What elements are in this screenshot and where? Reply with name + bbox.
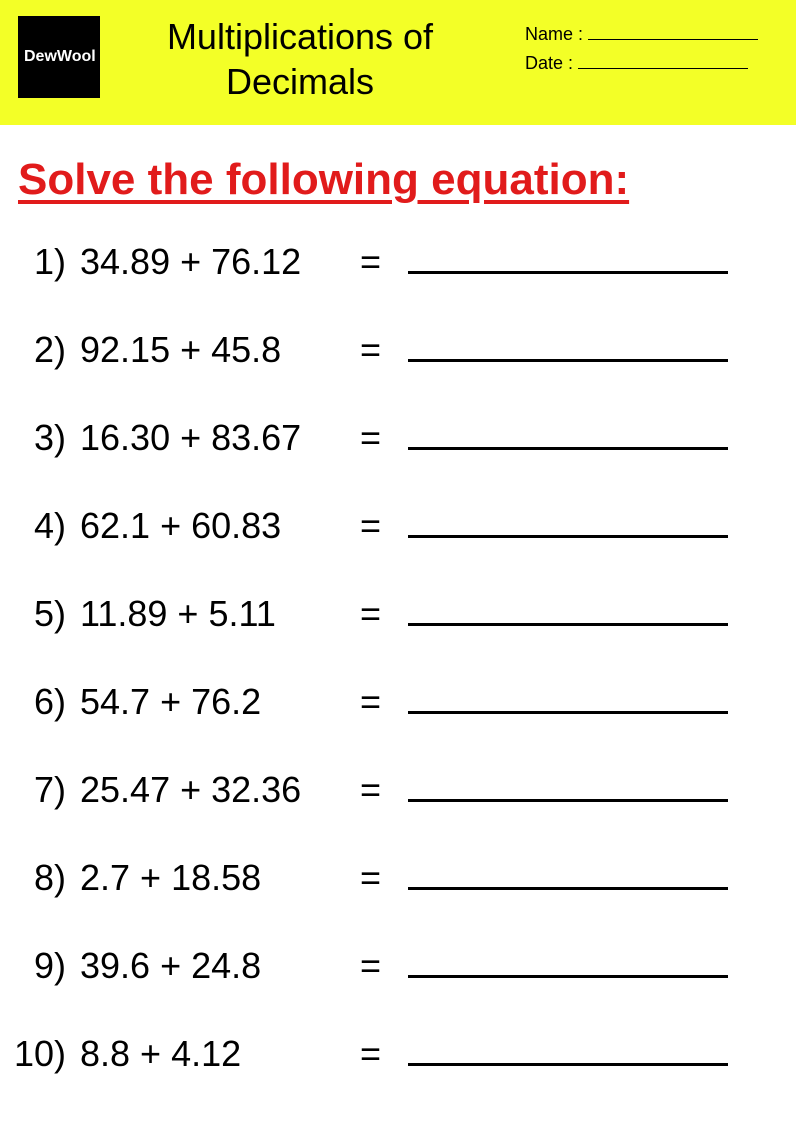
answer-blank[interactable] — [408, 1035, 728, 1066]
problem-list: 1) 34.89 + 76.12 = 2) 92.15 + 45.8 = 3) … — [0, 241, 796, 1075]
problem-expression: 54.7 + 76.2 — [80, 681, 360, 723]
equals-sign: = — [360, 505, 400, 547]
equals-sign: = — [360, 857, 400, 899]
answer-blank[interactable] — [408, 331, 728, 362]
problem-row: 8) 2.7 + 18.58 = — [0, 857, 796, 899]
problem-number: 9) — [0, 945, 80, 987]
problem-row: 3) 16.30 + 83.67 = — [0, 417, 796, 459]
problem-expression: 39.6 + 24.8 — [80, 945, 360, 987]
problem-number: 3) — [0, 417, 80, 459]
problem-number: 10) — [0, 1033, 80, 1075]
equals-sign: = — [360, 241, 400, 283]
problem-number: 7) — [0, 769, 80, 811]
equals-sign: = — [360, 417, 400, 459]
answer-blank[interactable] — [408, 419, 728, 450]
problem-row: 1) 34.89 + 76.12 = — [0, 241, 796, 283]
problem-number: 4) — [0, 505, 80, 547]
problem-number: 2) — [0, 329, 80, 371]
student-meta: Name : Date : — [525, 20, 758, 78]
date-blank[interactable] — [578, 53, 748, 69]
equals-sign: = — [360, 681, 400, 723]
problem-number: 8) — [0, 857, 80, 899]
worksheet-title: Multiplications of Decimals — [120, 14, 480, 104]
answer-blank[interactable] — [408, 947, 728, 978]
date-row: Date : — [525, 49, 758, 78]
worksheet-header: DewWool Multiplications of Decimals Name… — [0, 0, 796, 125]
problem-expression: 34.89 + 76.12 — [80, 241, 360, 283]
instruction-heading: Solve the following equation: — [18, 155, 796, 205]
problem-row: 9) 39.6 + 24.8 = — [0, 945, 796, 987]
equals-sign: = — [360, 769, 400, 811]
problem-number: 5) — [0, 593, 80, 635]
problem-expression: 2.7 + 18.58 — [80, 857, 360, 899]
answer-blank[interactable] — [408, 683, 728, 714]
problem-expression: 25.47 + 32.36 — [80, 769, 360, 811]
name-row: Name : — [525, 20, 758, 49]
answer-blank[interactable] — [408, 859, 728, 890]
equals-sign: = — [360, 329, 400, 371]
equals-sign: = — [360, 1033, 400, 1075]
answer-blank[interactable] — [408, 243, 728, 274]
date-label: Date : — [525, 53, 573, 73]
equals-sign: = — [360, 945, 400, 987]
answer-blank[interactable] — [408, 771, 728, 802]
answer-blank[interactable] — [408, 507, 728, 538]
problem-expression: 8.8 + 4.12 — [80, 1033, 360, 1075]
name-label: Name : — [525, 24, 583, 44]
problem-expression: 11.89 + 5.11 — [80, 593, 360, 635]
problem-row: 2) 92.15 + 45.8 = — [0, 329, 796, 371]
equals-sign: = — [360, 593, 400, 635]
brand-logo: DewWool — [18, 16, 100, 98]
brand-logo-text: DewWool — [24, 48, 96, 66]
problem-row: 10) 8.8 + 4.12 = — [0, 1033, 796, 1075]
problem-row: 6) 54.7 + 76.2 = — [0, 681, 796, 723]
problem-row: 5) 11.89 + 5.11 = — [0, 593, 796, 635]
problem-number: 6) — [0, 681, 80, 723]
problem-expression: 92.15 + 45.8 — [80, 329, 360, 371]
name-blank[interactable] — [588, 24, 758, 40]
answer-blank[interactable] — [408, 595, 728, 626]
problem-row: 4) 62.1 + 60.83 = — [0, 505, 796, 547]
problem-expression: 62.1 + 60.83 — [80, 505, 360, 547]
problem-expression: 16.30 + 83.67 — [80, 417, 360, 459]
problem-row: 7) 25.47 + 32.36 = — [0, 769, 796, 811]
problem-number: 1) — [0, 241, 80, 283]
